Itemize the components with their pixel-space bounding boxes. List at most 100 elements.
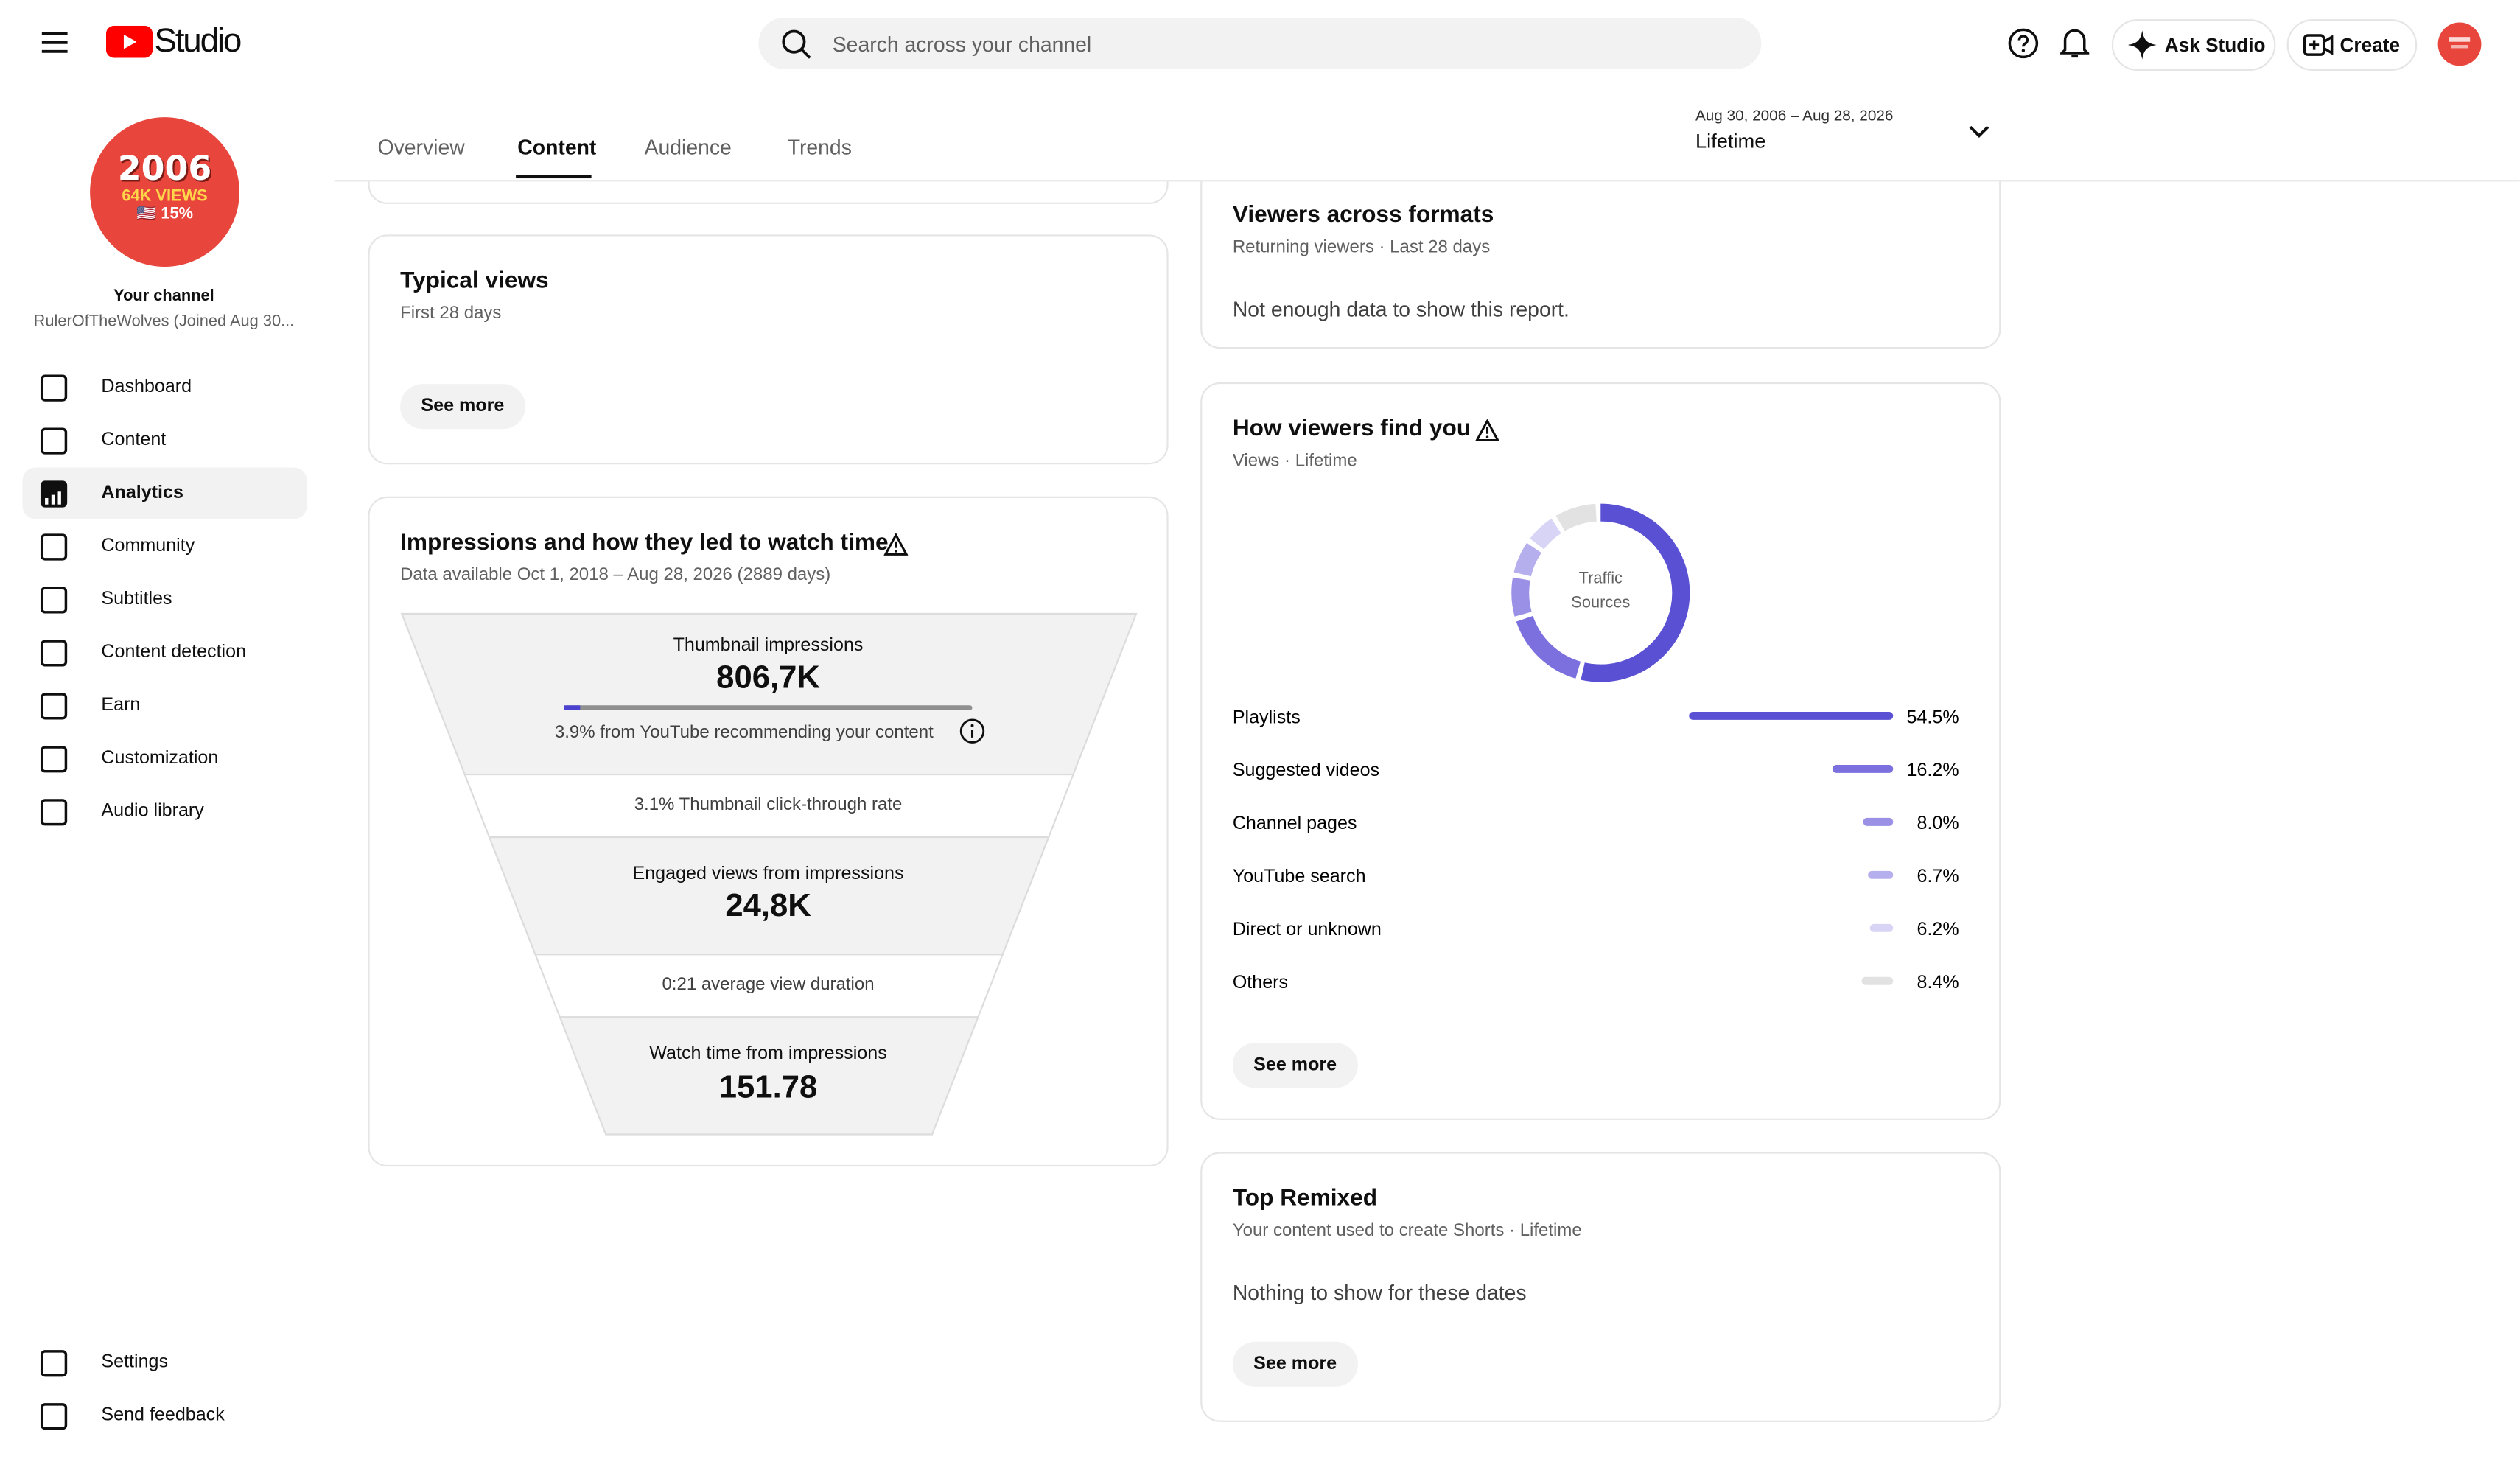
nav-label: Analytics [101,483,183,503]
tab[interactable]: Overview [377,135,465,159]
card-subtitle: Returning viewers · Last 28 days [1232,237,1491,257]
warning-icon[interactable] [1475,419,1499,442]
typical-views-card: Typical views First 28 days See more [368,234,1169,465]
nav-icon-shape [40,640,68,667]
nav-icon-shape [40,746,68,773]
nav-item[interactable]: Earn [23,679,307,731]
account-avatar[interactable] [2437,22,2482,66]
nav-icon-shape [40,799,68,826]
create-button[interactable]: Create [2286,19,2418,71]
card-subtitle: First 28 days [400,304,502,323]
help-icon[interactable] [2007,27,2040,60]
nav-item[interactable]: Dashboard [23,362,307,413]
nav-icon [40,693,68,720]
source-bar [1863,817,1894,826]
nav-label: Earn [101,696,141,715]
content-area: Typical views First 28 days See more Imp… [335,181,2520,1459]
funnel-note: 3.9% from YouTube recommending your cont… [554,723,934,743]
card-title: Impressions and how they led to watch ti… [400,530,889,556]
nav-icon-shape [40,693,68,720]
viewers-formats-card: Viewers across formats Returning viewers… [1200,181,2001,349]
nav-item[interactable]: Subtitles [23,573,307,625]
nav-label: Subtitles [101,589,172,609]
card-title: Top Remixed [1232,1186,1378,1212]
tab[interactable]: Audience [644,135,732,159]
nav-icon [40,746,68,773]
nav-item[interactable]: Settings [23,1337,307,1388]
nav-icon-bar [51,494,55,505]
nav-icon [40,640,68,667]
impressions-card: Impressions and how they led to watch ti… [368,496,1169,1167]
nav-label: Content detection [101,643,247,662]
nav-icon-shape [40,1350,68,1377]
source-bar [1868,870,1894,879]
source-name: Direct or unknown [1233,919,1382,940]
search-placeholder: Search across your channel [832,32,1092,57]
avatar-percent: 🇺🇸 15% [136,206,193,224]
funnel-value: 806,7K [716,660,820,696]
source-value: 8.4% [1917,972,1959,993]
search-box[interactable]: Search across your channel [758,17,1762,69]
notifications-icon[interactable] [2060,26,2090,60]
nav-icon-bar [57,491,61,505]
warning-icon[interactable] [883,533,909,556]
funnel-value: 24,8K [725,888,811,924]
see-more-button[interactable]: See more [1232,1043,1358,1088]
source-value: 6.2% [1917,919,1959,940]
card-message: Not enough data to show this report. [1232,297,1569,322]
nav-label: Dashboard [101,377,192,397]
source-name: Others [1233,972,1288,993]
channel-avatar[interactable]: 2006 64K VIEWS 🇺🇸 15% [90,117,239,267]
tab-active[interactable]: Content [517,135,597,159]
funnel-band [559,1016,979,1136]
nav-item[interactable]: Community [23,521,307,573]
tab[interactable]: Trends [787,135,852,159]
progress-track [564,705,973,710]
nav-icon [40,1350,68,1377]
nav-label: Send feedback [101,1406,225,1426]
source-name: Suggested videos [1233,760,1379,780]
date-range-label[interactable]: Lifetime [1695,130,1766,153]
source-value: 54.5% [1907,707,1959,727]
nav-label: Community [101,536,195,556]
nav-label: Settings [101,1353,169,1373]
nav-item[interactable]: Customization [23,732,307,784]
avatar-views: 64K VIEWS [122,188,208,206]
card-title: How viewers find you [1232,416,1471,442]
nav-label: Audio library [101,802,204,822]
card-partial [368,181,1169,204]
source-value: 6.7% [1917,866,1959,886]
source-bar [1689,712,1894,720]
traffic-card: How viewers find you Views · Lifetime Tr… [1200,382,2001,1120]
ask-studio-label: Ask Studio [2164,33,2266,57]
nav-icon [40,587,68,614]
source-bar [1869,923,1894,932]
nav-item[interactable]: Analytics [22,467,307,519]
see-more-button[interactable]: See more [400,384,525,430]
funnel-label: Thumbnail impressions [673,636,864,656]
funnel-value: 151.78 [718,1070,818,1106]
funnel-label: Engaged views from impressions [632,864,904,884]
source-name: Channel pages [1233,813,1357,833]
logo-text[interactable]: Studio [154,22,242,60]
create-label: Create [2339,33,2401,57]
nav-item[interactable]: Audio library [23,786,307,837]
date-range[interactable]: Aug 30, 2006 – Aug 28, 2026 [1695,108,1894,126]
nav-item[interactable]: Content [23,415,307,466]
nav-icon [40,374,68,402]
menu-icon[interactable] [41,30,69,55]
info-icon[interactable] [959,718,985,744]
dropdown-icon[interactable] [1969,125,1989,140]
logo-icon[interactable] [105,25,153,58]
donut-center-label: Sources [1571,592,1630,611]
funnel-label: Watch time from impressions [649,1044,887,1064]
tab-divider [334,180,2520,182]
see-more-button[interactable]: See more [1232,1341,1358,1387]
funnel [400,612,1138,1136]
nav-item[interactable]: Content detection [23,626,307,678]
ask-studio-button[interactable]: Ask Studio [2111,19,2276,71]
nav-item[interactable]: Send feedback [23,1390,307,1441]
funnel-note: 0:21 average view duration [662,975,875,995]
